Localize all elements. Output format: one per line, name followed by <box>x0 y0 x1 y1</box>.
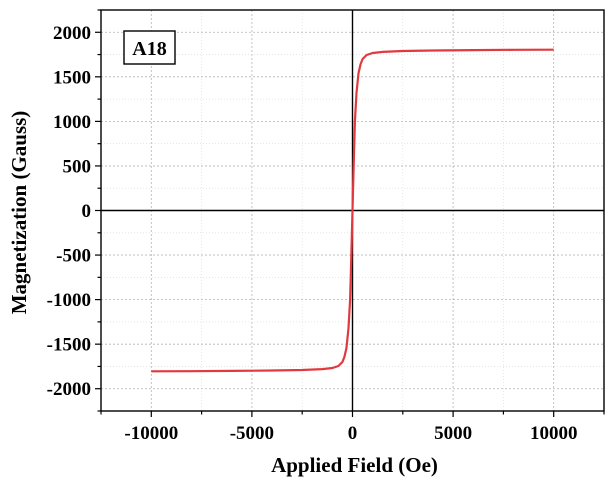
ticks <box>95 9 605 417</box>
magnetization-curve <box>151 48 554 373</box>
y-tick-label: -2000 <box>47 379 91 400</box>
y-tick-label: -500 <box>56 246 91 267</box>
x-axis-title: Applied Field (Oe) <box>271 453 438 477</box>
y-tick-label: 2000 <box>53 23 91 44</box>
y-tick-label: -1500 <box>47 335 91 356</box>
y-axis-title: Magnetization (Gauss) <box>7 111 31 315</box>
y-tick-label: 1500 <box>53 67 91 88</box>
x-tick-label: -10000 <box>124 423 178 444</box>
x-tick-label: 5000 <box>434 423 472 444</box>
y-tick-label: 1000 <box>53 112 91 133</box>
x-tick-labels: -10000 -5000 0 5000 10000 <box>124 423 577 444</box>
y-tick-label: 0 <box>82 201 92 222</box>
x-tick-label: 10000 <box>530 423 578 444</box>
sample-label-box: A18 <box>123 30 176 65</box>
y-tick-labels: -2000 -1500 -1000 -500 0 500 1000 1500 2000 <box>47 23 91 400</box>
sample-label: A18 <box>132 38 166 60</box>
y-tick-label: 500 <box>63 156 92 177</box>
y-tick-label: -1000 <box>47 290 91 311</box>
x-tick-label: -5000 <box>230 423 274 444</box>
x-tick-label: 0 <box>348 423 358 444</box>
